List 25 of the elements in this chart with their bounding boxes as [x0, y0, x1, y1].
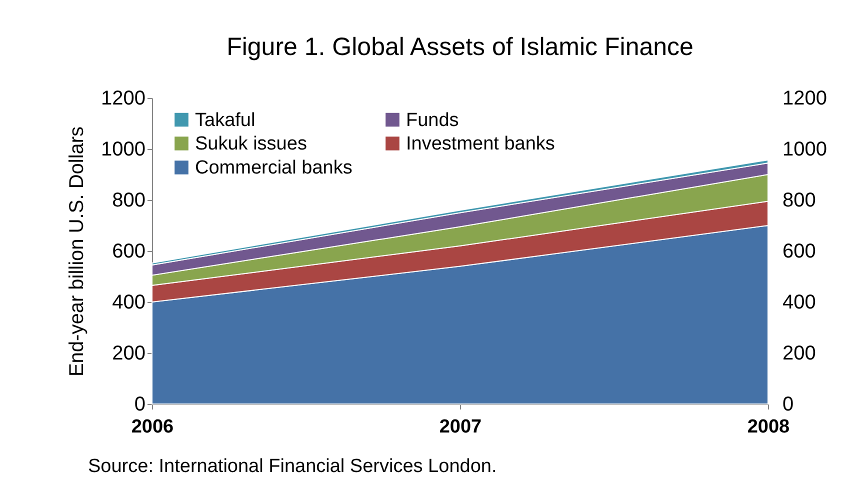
y-tick-label: 0	[134, 394, 146, 416]
y2-tick-label: 1200	[782, 88, 827, 110]
y-tick-label: 1000	[101, 138, 146, 160]
x-tick-label: 2008	[747, 416, 790, 438]
legend-label: Funds	[406, 110, 459, 131]
legend-label: Takaful	[195, 110, 256, 131]
y2-tick-label: 0	[782, 394, 794, 416]
x-tick-label: 2007	[439, 416, 482, 438]
chart-title: Figure 1. Global Assets of Islamic Finance	[226, 33, 694, 61]
legend-label: Commercial banks	[195, 158, 352, 178]
y-tick-label: 600	[112, 240, 146, 262]
y-tick-label: 800	[112, 190, 146, 212]
source-note: Source: International Financial Services London.	[88, 456, 497, 478]
x-tick-label: 2006	[131, 416, 174, 438]
y2-tick-label: 1000	[782, 138, 827, 160]
y-axis-title: End-year billion U.S. Dollars	[66, 126, 88, 377]
legend-label: Investment banks	[406, 134, 555, 154]
y-tick-label: 1200	[101, 88, 146, 110]
y2-tick-label: 800	[782, 190, 816, 212]
y2-tick-label: 400	[782, 292, 816, 314]
y2-tick-label: 600	[782, 240, 816, 262]
y-tick-label: 200	[112, 342, 146, 364]
y-tick-label: 400	[112, 292, 146, 314]
y2-tick-label: 200	[782, 342, 816, 364]
legend-label: Sukuk issues	[195, 134, 307, 154]
